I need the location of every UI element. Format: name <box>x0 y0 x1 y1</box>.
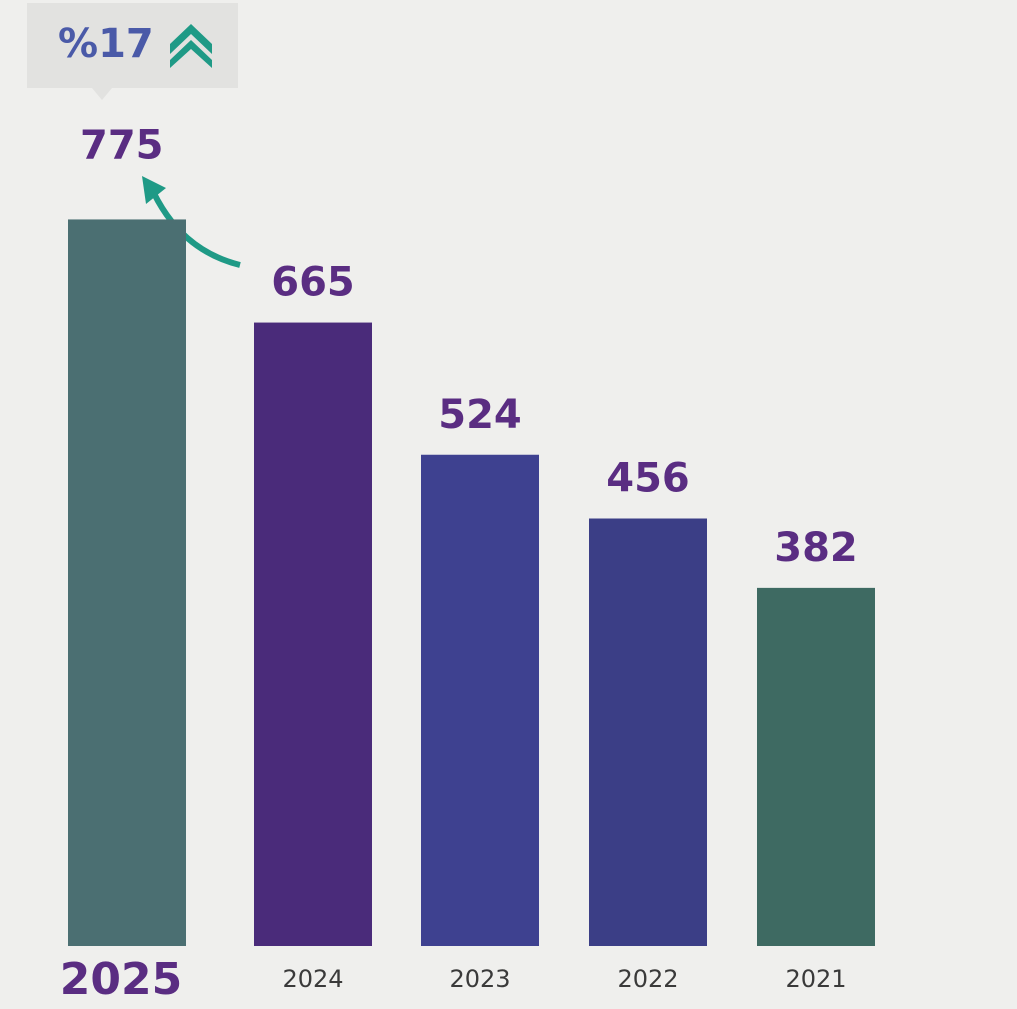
bar <box>68 219 186 946</box>
value-label: 775 <box>80 122 164 168</box>
value-label: 456 <box>606 456 690 502</box>
x-tick-label: 2025 <box>60 954 182 1005</box>
bar <box>254 322 372 946</box>
bar <box>589 518 707 946</box>
bar <box>421 454 539 946</box>
x-tick-label: 2022 <box>617 965 678 993</box>
value-label: 524 <box>438 392 522 438</box>
x-tick-label: 2021 <box>785 965 846 993</box>
value-label: 382 <box>774 525 858 571</box>
up-chevrons <box>170 24 212 68</box>
x-tick-label: 2024 <box>282 965 343 993</box>
annotation-text: %17 <box>58 21 154 67</box>
annotation-pointer <box>92 88 112 100</box>
x-tick-label: 2023 <box>449 965 510 993</box>
bar <box>757 587 875 946</box>
growth-arrowhead <box>142 176 166 204</box>
value-label: 665 <box>271 260 355 306</box>
annotation-box <box>27 3 238 88</box>
growth-arrow <box>147 183 241 268</box>
